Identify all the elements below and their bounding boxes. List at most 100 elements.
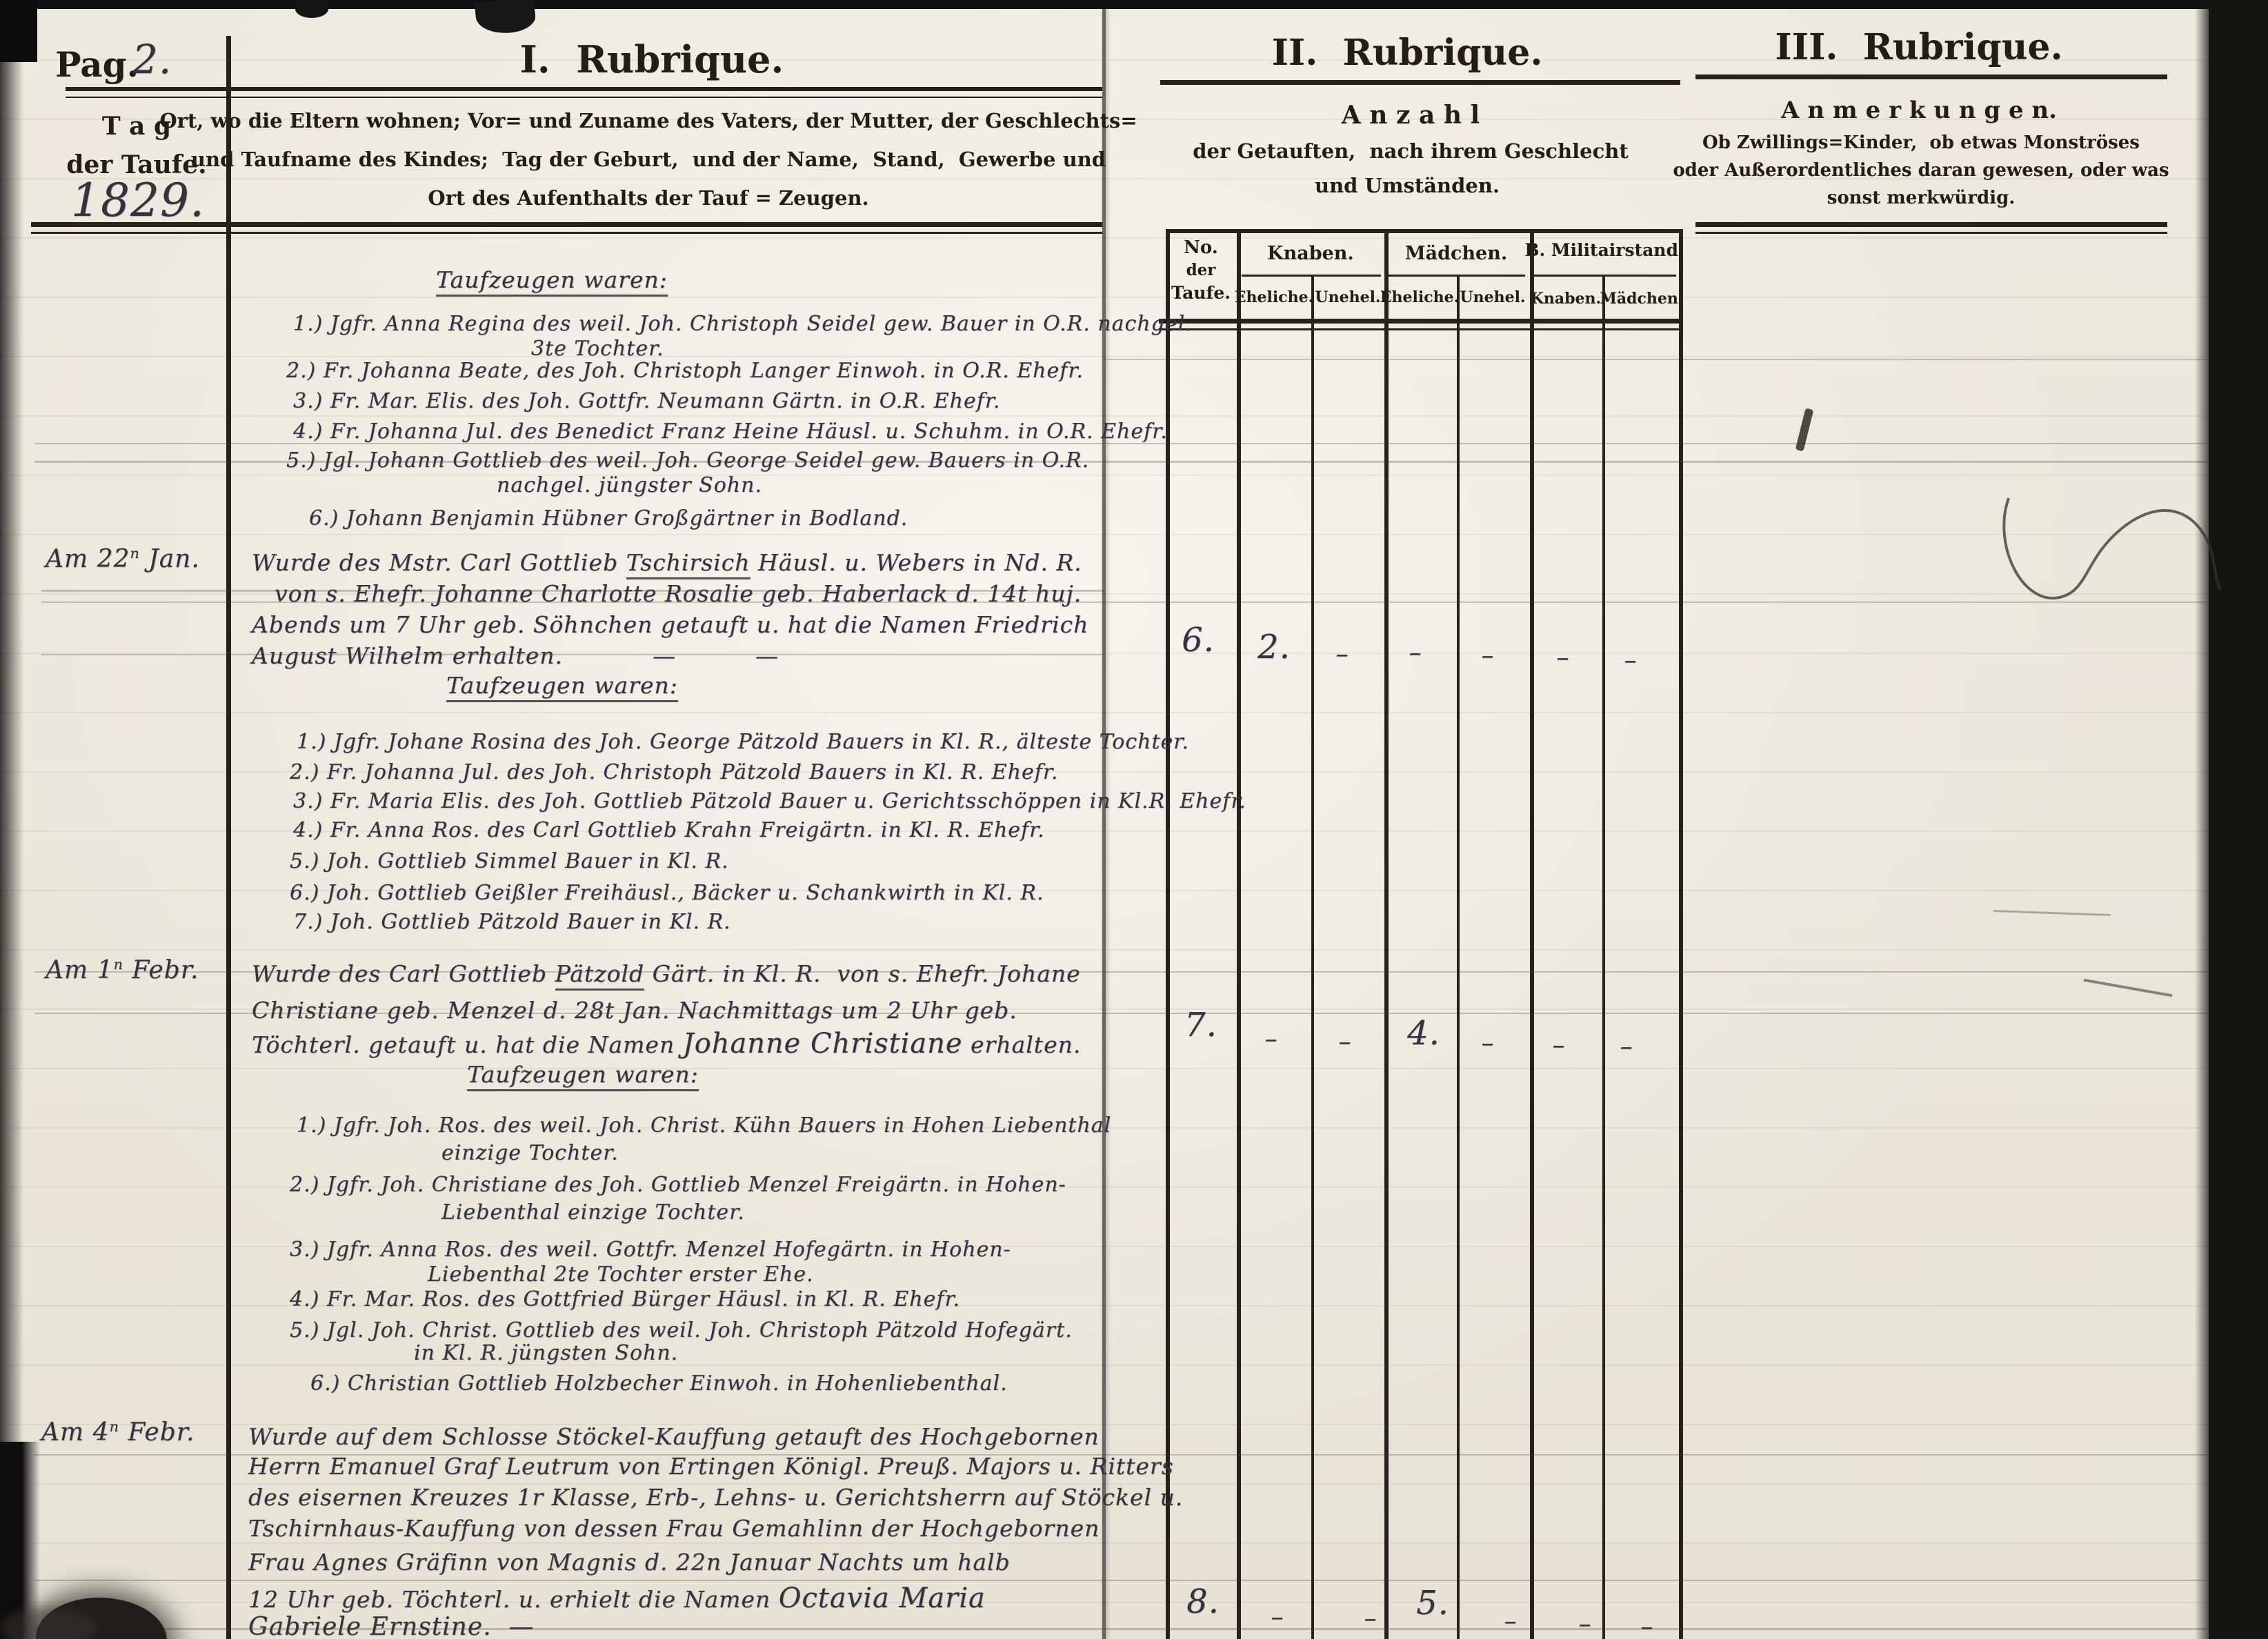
ink-blot-top-large [474, 0, 537, 37]
count-militair-knaben: – [1578, 1610, 1592, 1638]
witness-item: 3.) Fr. Mar. Elis. des Joh. Gottfr. Neum… [293, 389, 1001, 413]
hair-scratch-svg [2002, 497, 2222, 600]
witness-heading: Taufzeugen waren: [467, 1061, 699, 1091]
entry-date: Am 4n Febr. [41, 1418, 195, 1447]
faint-line [34, 1013, 2207, 1014]
witness-item: 1.) Jgfr. Johane Rosina des Joh. George … [297, 730, 1189, 754]
witness-item: 3.) Jgfr. Anna Ros. des weil. Gottfr. Me… [290, 1238, 1011, 1262]
page-label: Pag. [55, 44, 139, 85]
witness-item: 7.) Joh. Gottlieb Pätzold Bauer in Kl. R… [293, 910, 731, 934]
subtable-vline-knaben-split [1311, 275, 1314, 1639]
count-militair-maedchen: – [1640, 1613, 1654, 1639]
divider-datecol [226, 36, 231, 1639]
rubrique2-head-line2: der Getauften, nach ihrem Geschlecht [1193, 139, 1629, 163]
scan-edge-top [0, 0, 2268, 9]
rule-desc-r3-bottom [1695, 222, 2167, 227]
count-knaben-unehelich: – [1364, 1605, 1377, 1633]
father-surname-underlined: Pätzold [555, 960, 645, 991]
entry-text-line: 12 Uhr geb. Töchterl. u. erhielt die Nam… [248, 1582, 986, 1614]
rule-title-left [66, 87, 1102, 91]
count-knaben-ehelich: – [1271, 1603, 1284, 1631]
count-knaben-unehelich: – [1335, 640, 1349, 668]
witness-item-cont: Liebenthal einzige Tochter. [441, 1200, 745, 1224]
witness-item: 1.) Jgfr. Anna Regina des weil. Joh. Chr… [293, 312, 1193, 336]
count-militair-maedchen: – [1620, 1033, 1633, 1061]
subtable-vline-knaben-maedchen [1384, 229, 1389, 1639]
entry-text-line: von s. Ehefr. Johanne Charlotte Rosalie … [275, 580, 1082, 607]
rubrique3-title: III. Rubrique. [1775, 26, 2063, 68]
count-knaben-unehelich: – [1338, 1028, 1352, 1056]
subtable-bottom-rule-echo [1159, 328, 1683, 330]
count-knaben-ehelich: 2. [1257, 628, 1291, 666]
col-sub-eheliche1: Eheliche. [1234, 288, 1314, 306]
col-no-line3: Taufe. [1171, 283, 1231, 303]
date-col-header-line1: T a g [101, 112, 172, 141]
witness-item: 2.) Fr. Johanna Jul. des Joh. Christoph … [290, 760, 1059, 784]
hair-scratch [1973, 455, 2222, 635]
subtable-top-rule [1166, 229, 1680, 233]
col-group-maedchen: Mädchen. [1404, 243, 1508, 264]
faint-line [41, 602, 2207, 603]
witness-item: 2.) Fr. Johanna Beate, des Joh. Christop… [286, 359, 1084, 383]
count-maedchen-unehelich: – [1481, 642, 1495, 670]
count-knaben-ehelich: – [1264, 1025, 1278, 1053]
year-handwritten: 1829. [71, 174, 205, 227]
scan-edge-right-fade [2195, 0, 2211, 1639]
ink-blot-top [295, 0, 328, 18]
col-sub-mil-knaben: Knaben. [1530, 290, 1602, 308]
subtable-vline-maedchen-split [1457, 275, 1460, 1639]
subtable-vline-no [1237, 229, 1241, 1639]
col-sub-mil-maedchen: Mädchen. [1600, 290, 1684, 308]
date-col-header-line2: der Taufe. [66, 150, 207, 179]
faint-line [34, 443, 2207, 444]
count-maedchen-unehelich: – [1504, 1607, 1518, 1636]
witness-item: 4.) Fr. Anna Ros. des Carl Gottlieb Krah… [293, 818, 1045, 842]
child-name: Johanne Christiane [682, 1028, 963, 1060]
col-sub-eheliche2: Eheliche. [1380, 288, 1460, 306]
rubrique2-head-line3: und Umständen. [1314, 174, 1500, 197]
ink-tick [1795, 408, 1814, 452]
faint-line [34, 971, 2207, 973]
pen-scratch [2083, 978, 2173, 997]
entry-text-line: Frau Agnes Gräfinn von Magnis d. 22n Jan… [248, 1549, 1011, 1576]
rule-title-r2 [1160, 80, 1680, 85]
child-name: Octavia Maria [778, 1582, 986, 1614]
witness-item-cont: nachgel. jüngster Sohn. [497, 473, 762, 497]
witness-item: 4.) Fr. Mar. Ros. des Gottfried Bürger H… [290, 1287, 961, 1311]
rule-desc-left-bottom [31, 222, 1102, 227]
entry-text-line: Herrn Emanuel Graf Leutrum von Ertingen … [248, 1453, 1174, 1480]
page-number: 2. [132, 36, 172, 83]
rule-title-r3 [1695, 74, 2167, 79]
count-maedchen-ehelich: – [1409, 639, 1422, 667]
col-sub-unehel2: Unehel. [1460, 288, 1526, 306]
witness-item: 6.) Joh. Gottlieb Geißler Freihäusl., Bä… [290, 881, 1044, 905]
subtable-bottom-rule [1159, 319, 1683, 324]
faint-line [34, 1628, 2207, 1630]
witness-item: 6.) Johann Benjamin Hübner Großgärtner i… [309, 506, 908, 530]
rubrique2-title: II. Rubrique. [1271, 32, 1543, 74]
subtable-vline-maedchen-militair [1530, 229, 1534, 1639]
col-group-militair: B. Militairstand. [1524, 240, 1684, 260]
rubrique1-desc-line3: Ort des Aufenthalts der Tauf = Zeugen. [428, 186, 869, 210]
entry-text-line: Töchterl. getauft u. hat die Namen Johan… [252, 1028, 1082, 1060]
pen-scratch-faint [1993, 910, 2111, 916]
count-maedchen-unehelich: – [1481, 1029, 1495, 1057]
count-taufe-no: 8. [1186, 1582, 1220, 1621]
witness-item-cont: 3te Tochter. [531, 337, 664, 361]
entry-text-line: des eisernen Kreuzes 1r Klasse, Erb-, Le… [248, 1484, 1184, 1511]
rubrique1-title: I. Rubrique. [519, 37, 784, 81]
witness-item: 6.) Christian Gottlieb Holzbecher Einwoh… [310, 1371, 1008, 1395]
faint-line [34, 461, 2207, 463]
subtable-vline-right [1679, 229, 1683, 1639]
col-group-knaben: Knaben. [1267, 243, 1354, 264]
count-maedchen-ehelich: 5. [1416, 1584, 1449, 1622]
witness-item: 2.) Jgfr. Joh. Christiane des Joh. Gottl… [290, 1173, 1066, 1197]
witness-item: 1.) Jgfr. Joh. Ros. des weil. Joh. Chris… [297, 1113, 1112, 1138]
faint-line [1104, 359, 2207, 360]
page-crease [1102, 0, 1106, 1639]
faint-line [34, 1454, 2207, 1456]
count-maedchen-ehelich: 4. [1407, 1014, 1440, 1053]
rubrique3-desc-line1: Ob Zwillings=Kinder, ob etwas Monströses [1702, 132, 2140, 153]
witness-item-cont: Liebenthal 2te Tochter erster Ehe. [428, 1262, 814, 1287]
rule-desc-r3-bottom-echo [1695, 232, 2167, 234]
